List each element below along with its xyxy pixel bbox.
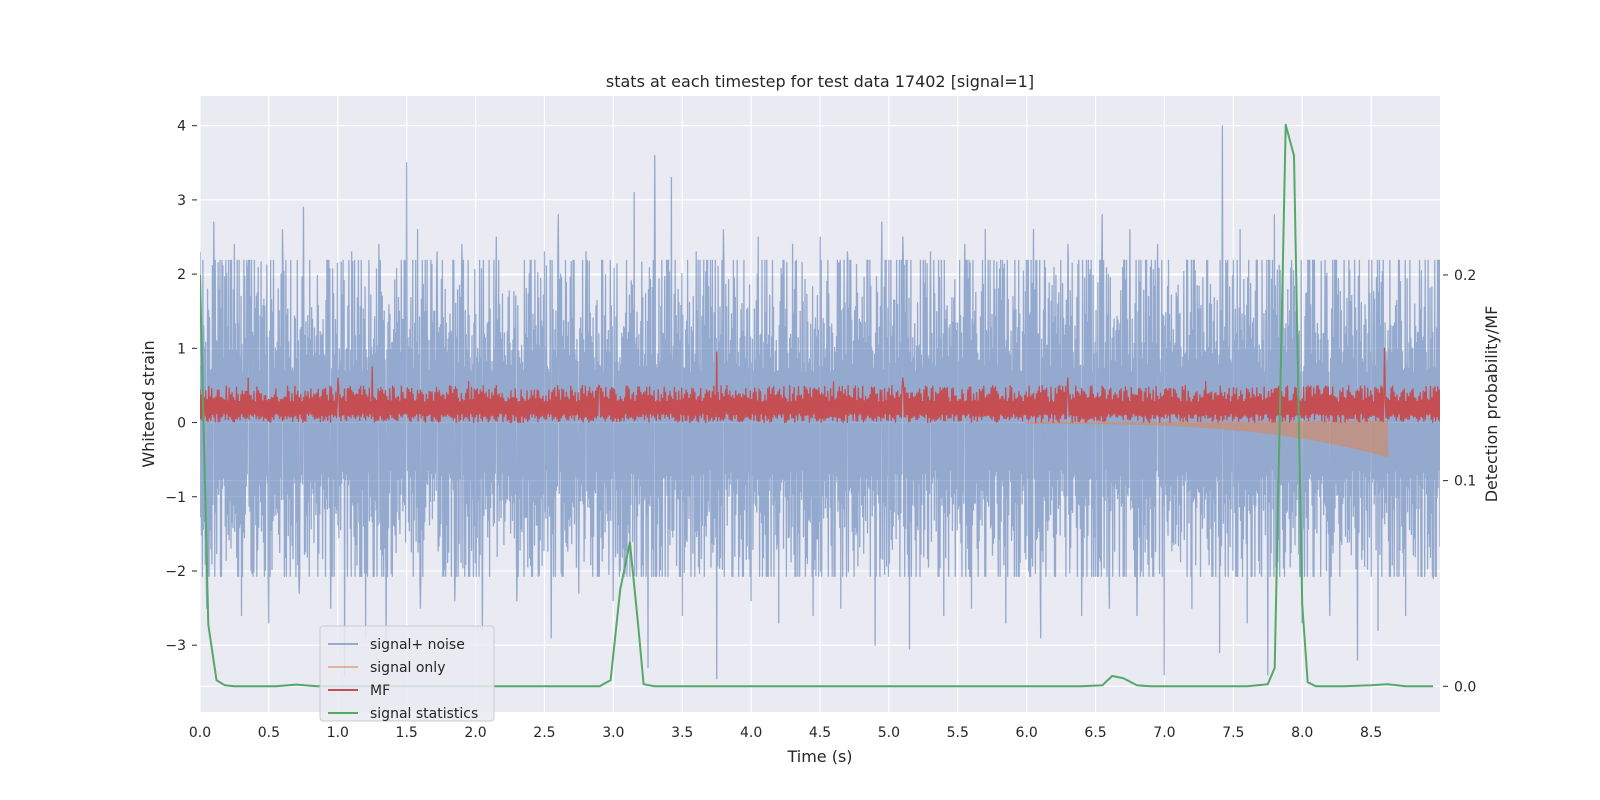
y2-tick-label: 0.2 xyxy=(1454,268,1476,284)
x-tick-label: 0.5 xyxy=(258,725,280,741)
x-tick-label: 6.5 xyxy=(1084,725,1106,741)
x-tick-label: 7.0 xyxy=(1153,725,1175,741)
y-tick-label: −3 xyxy=(165,638,186,654)
legend-box xyxy=(319,625,495,722)
x-tick-label: 3.5 xyxy=(671,725,693,741)
x-axis: 0.0 0.5 1.0 1.5 2.0 2.5 3.0 3.5 4.0 4.5 5.0 5.5 6.0 6… xyxy=(189,725,1382,741)
legend-label-signal-noise: signal+ noise xyxy=(370,637,465,653)
plot-area xyxy=(200,123,1440,688)
legend-label-signal-statistics: signal statistics xyxy=(370,706,478,722)
series-signal-statistics-line xyxy=(200,123,1434,688)
x-tick-label: 1.0 xyxy=(327,725,349,741)
y-tick-label: 4 xyxy=(177,119,186,135)
y-tick-label: 3 xyxy=(177,193,186,209)
y-axis-left: 4 3 2 1 0 −1 −2 −3 xyxy=(165,119,197,654)
y2-axis-label: Detection probability/MF xyxy=(1482,306,1501,503)
x-tick-label: 1.5 xyxy=(396,725,418,741)
legend-label-mf: MF xyxy=(370,683,390,699)
y2-tick-label: 0.1 xyxy=(1454,474,1476,490)
x-tick-label: 0.0 xyxy=(189,725,211,741)
x-tick-label: 2.5 xyxy=(533,725,555,741)
x-tick-label: 8.5 xyxy=(1360,725,1382,741)
series-signal-noise-line xyxy=(200,125,1440,680)
y-tick-label: 2 xyxy=(177,267,186,283)
x-axis-label: Time (s) xyxy=(786,747,852,766)
y-axis-right: 0.2 0.1 0.0 xyxy=(1443,268,1476,695)
x-tick-label: 5.5 xyxy=(947,725,969,741)
legend: signal+ noise signal only MF signal statist… xyxy=(319,625,495,722)
y2-tick-label: 0.0 xyxy=(1454,679,1476,695)
y-tick-label: 1 xyxy=(177,341,186,357)
x-tick-label: 7.5 xyxy=(1222,725,1244,741)
x-tick-label: 5.0 xyxy=(878,725,900,741)
chart-title: stats at each timestep for test data 174… xyxy=(606,72,1034,91)
y-tick-label: −2 xyxy=(165,564,186,580)
y-axis-label: Whitened strain xyxy=(139,340,158,467)
x-tick-label: 2.0 xyxy=(464,725,486,741)
x-tick-label: 4.5 xyxy=(809,725,831,741)
x-tick-label: 6.0 xyxy=(1016,725,1038,741)
x-tick-label: 8.0 xyxy=(1291,725,1313,741)
y-tick-label: 0 xyxy=(177,416,186,432)
series-signal-only-line xyxy=(1026,420,1389,458)
series-mf-line xyxy=(200,347,1440,424)
legend-label-signal-only: signal only xyxy=(370,660,445,676)
x-tick-label: 3.0 xyxy=(602,725,624,741)
x-tick-label: 4.0 xyxy=(740,725,762,741)
y-tick-label: −1 xyxy=(165,490,186,506)
